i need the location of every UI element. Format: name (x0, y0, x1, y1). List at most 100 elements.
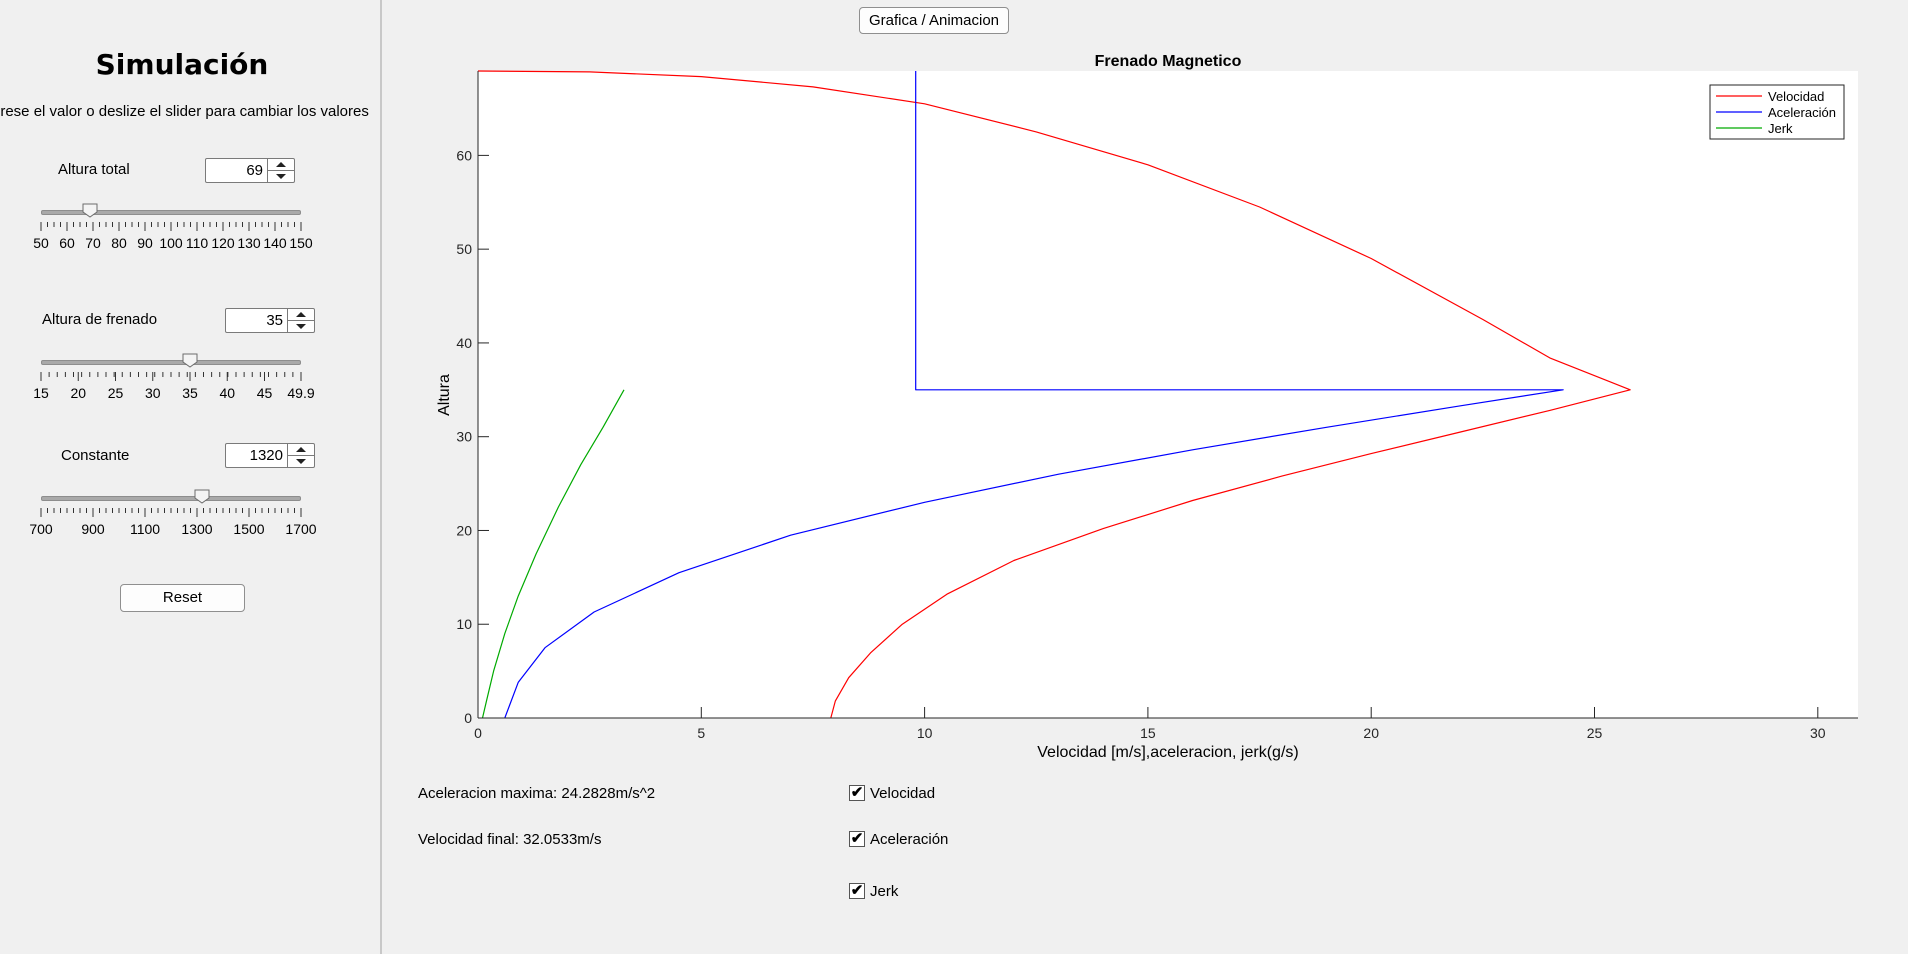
controls-panel: Simulación grese el valor o deslize el s… (0, 0, 382, 954)
x-axis-label: Velocidad [m/s],aceleracion, jerk(g/s) (1037, 744, 1298, 761)
constante-slider[interactable]: 700 900 1100 1300 1500 1700 (29, 489, 317, 549)
altura-frenado-label: Altura de frenado (42, 311, 158, 328)
slider-tick-label: 20 (70, 385, 87, 401)
max-acceleration-text: Aceleracion maxima: 24.2828m/s^2 (418, 785, 656, 802)
altura-frenado-value[interactable]: 35 (266, 312, 283, 329)
decrement-button[interactable] (288, 455, 314, 467)
slider-tick-label: 40 (219, 385, 236, 401)
checkbox-box[interactable]: ✔ (849, 831, 865, 847)
altura-frenado-slider[interactable]: 15 20 25 30 35 40 45 49.9 (33, 353, 315, 413)
slider-tick-label: 25 (107, 385, 124, 401)
x-tick-label: 30 (1810, 725, 1826, 741)
y-tick-label: 60 (456, 147, 472, 163)
jerk-checkbox[interactable]: ✔ Jerk (849, 881, 898, 901)
increment-button[interactable] (288, 309, 314, 320)
slider-tick-label: 140 (263, 235, 287, 251)
slider-tick-label: 50 (33, 235, 49, 251)
constante-value[interactable]: 1320 (249, 447, 283, 464)
panel-title: Simulación (95, 48, 269, 81)
y-tick-label: 20 (456, 522, 472, 538)
checkbox-label: Velocidad (870, 784, 936, 802)
slider-tick-label: 900 (81, 521, 105, 537)
graph-animation-toggle-button[interactable]: Grafica / Animacion (859, 7, 1009, 34)
arrow-up-icon (296, 447, 306, 452)
plot-area (478, 71, 1858, 718)
slider-tick-label: 1700 (285, 521, 317, 537)
x-tick-label: 20 (1363, 725, 1379, 741)
legend-entry-velocidad: Velocidad (1768, 89, 1824, 104)
slider-tick-label: 49.9 (287, 385, 315, 401)
checkbox-label: Jerk (870, 882, 899, 900)
slider-ticks (40, 222, 302, 231)
x-tick-label: 25 (1587, 725, 1603, 741)
arrow-up-icon (296, 312, 306, 317)
checkbox-box[interactable]: ✔ (849, 785, 865, 801)
x-tick-label: 0 (474, 725, 482, 741)
slider-tick-label: 150 (289, 235, 313, 251)
slider-ticks (40, 372, 302, 381)
slider-tick-label: 130 (237, 235, 261, 251)
slider-tick-label: 90 (137, 235, 153, 251)
instructions-text: grese el valor o deslize el slider para … (0, 103, 369, 120)
slider-tick-label: 100 (159, 235, 183, 251)
series-line-jerk (481, 389, 625, 719)
reset-button[interactable]: Reset (120, 584, 245, 612)
series-line-velocidad (477, 70, 1631, 719)
slider-track[interactable] (41, 360, 301, 365)
y-tick-label: 40 (456, 335, 472, 351)
series-line-aceleración (504, 71, 1564, 719)
check-icon: ✔ (850, 830, 864, 847)
y-tick-label: 30 (456, 429, 472, 445)
altura-total-value[interactable]: 69 (246, 162, 263, 179)
check-icon: ✔ (850, 882, 864, 899)
altura-total-slider[interactable]: 50 60 70 80 90 100 110 120 130 140 150 (33, 203, 313, 263)
y-tick-label: 0 (464, 710, 472, 726)
y-tick-label: 50 (456, 241, 472, 257)
slider-track[interactable] (41, 496, 301, 501)
slider-tick-label: 70 (85, 235, 101, 251)
slider-thumb[interactable] (82, 203, 98, 218)
altura-total-label: Altura total (58, 161, 130, 178)
series-layer (477, 70, 1631, 719)
arrow-up-icon (276, 162, 286, 167)
check-icon: ✔ (850, 784, 864, 801)
slider-tick-label: 1300 (181, 521, 213, 537)
decrement-button[interactable] (268, 170, 294, 182)
legend-entry-jerk: Jerk (1768, 121, 1793, 136)
slider-ticks (40, 508, 302, 517)
increment-button[interactable] (288, 444, 314, 455)
velocidad-checkbox[interactable]: ✔ Velocidad (849, 783, 935, 803)
slider-tick-label: 60 (59, 235, 75, 251)
slider-tick-label: 15 (33, 385, 49, 401)
arrow-down-icon (296, 324, 306, 329)
slider-tick-label: 35 (182, 385, 198, 401)
slider-thumb[interactable] (194, 489, 210, 504)
arrow-down-icon (296, 459, 306, 464)
slider-track[interactable] (41, 210, 301, 215)
y-tick-label: 10 (456, 616, 472, 632)
checkbox-label: Aceleración (870, 830, 949, 848)
slider-tick-label: 1100 (129, 521, 161, 537)
slider-tick-label: 45 (256, 385, 273, 401)
final-velocity-text: Velocidad final: 32.0533m/s (418, 831, 602, 848)
arrow-down-icon (276, 174, 286, 179)
slider-tick-label: 120 (211, 235, 235, 251)
slider-tick-label: 700 (29, 521, 53, 537)
axes-layer: 0 5 10 15 20 25 30 0 10 20 30 40 50 60 (456, 71, 1858, 741)
slider-tick-label: 1500 (233, 521, 265, 537)
altura-total-spinner[interactable]: 69 (205, 158, 295, 183)
constante-spinner[interactable]: 1320 (225, 443, 315, 468)
legend-entry-aceleración: Aceleración (1768, 105, 1836, 120)
slider-tick-label: 110 (185, 235, 209, 251)
slider-tick-label: 80 (111, 235, 127, 251)
chart-title: Frenado Magnetico (1095, 53, 1242, 70)
slider-thumb[interactable] (182, 353, 198, 368)
increment-button[interactable] (268, 159, 294, 170)
decrement-button[interactable] (288, 320, 314, 332)
x-tick-label: 5 (697, 725, 705, 741)
checkbox-box[interactable]: ✔ (849, 883, 865, 899)
aceleracion-checkbox[interactable]: ✔ Aceleración (849, 829, 948, 849)
altura-frenado-spinner[interactable]: 35 (225, 308, 315, 333)
